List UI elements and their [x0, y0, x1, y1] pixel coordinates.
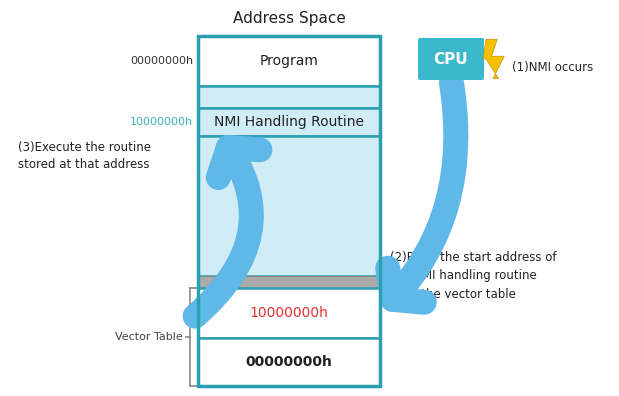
Bar: [198, 288, 380, 338]
Text: (1)NMI occurs: (1)NMI occurs: [512, 61, 593, 74]
Bar: [198, 276, 380, 288]
Text: 00000000h: 00000000h: [130, 56, 193, 66]
Text: 10000000h: 10000000h: [130, 117, 193, 127]
Text: Program: Program: [259, 54, 318, 68]
FancyBboxPatch shape: [418, 38, 484, 80]
Text: NMI Handling Routine: NMI Handling Routine: [214, 115, 364, 129]
Polygon shape: [483, 39, 504, 78]
Bar: [198, 136, 380, 276]
Bar: [198, 86, 380, 108]
Text: Vector Table: Vector Table: [115, 332, 183, 342]
Text: Address Space: Address Space: [233, 11, 345, 25]
Text: (3)Execute the routine
stored at that address: (3)Execute the routine stored at that ad…: [18, 141, 151, 171]
Bar: [198, 36, 380, 86]
Bar: [198, 338, 380, 386]
Text: 00000000h: 00000000h: [246, 355, 332, 369]
Text: CPU: CPU: [434, 51, 469, 67]
Text: 10000000h: 10000000h: [249, 306, 329, 320]
Bar: [198, 36, 380, 386]
Bar: [198, 108, 380, 136]
Text: (2)Read the start address of
the NMI handling routine
from the vector table: (2)Read the start address of the NMI han…: [390, 251, 556, 301]
